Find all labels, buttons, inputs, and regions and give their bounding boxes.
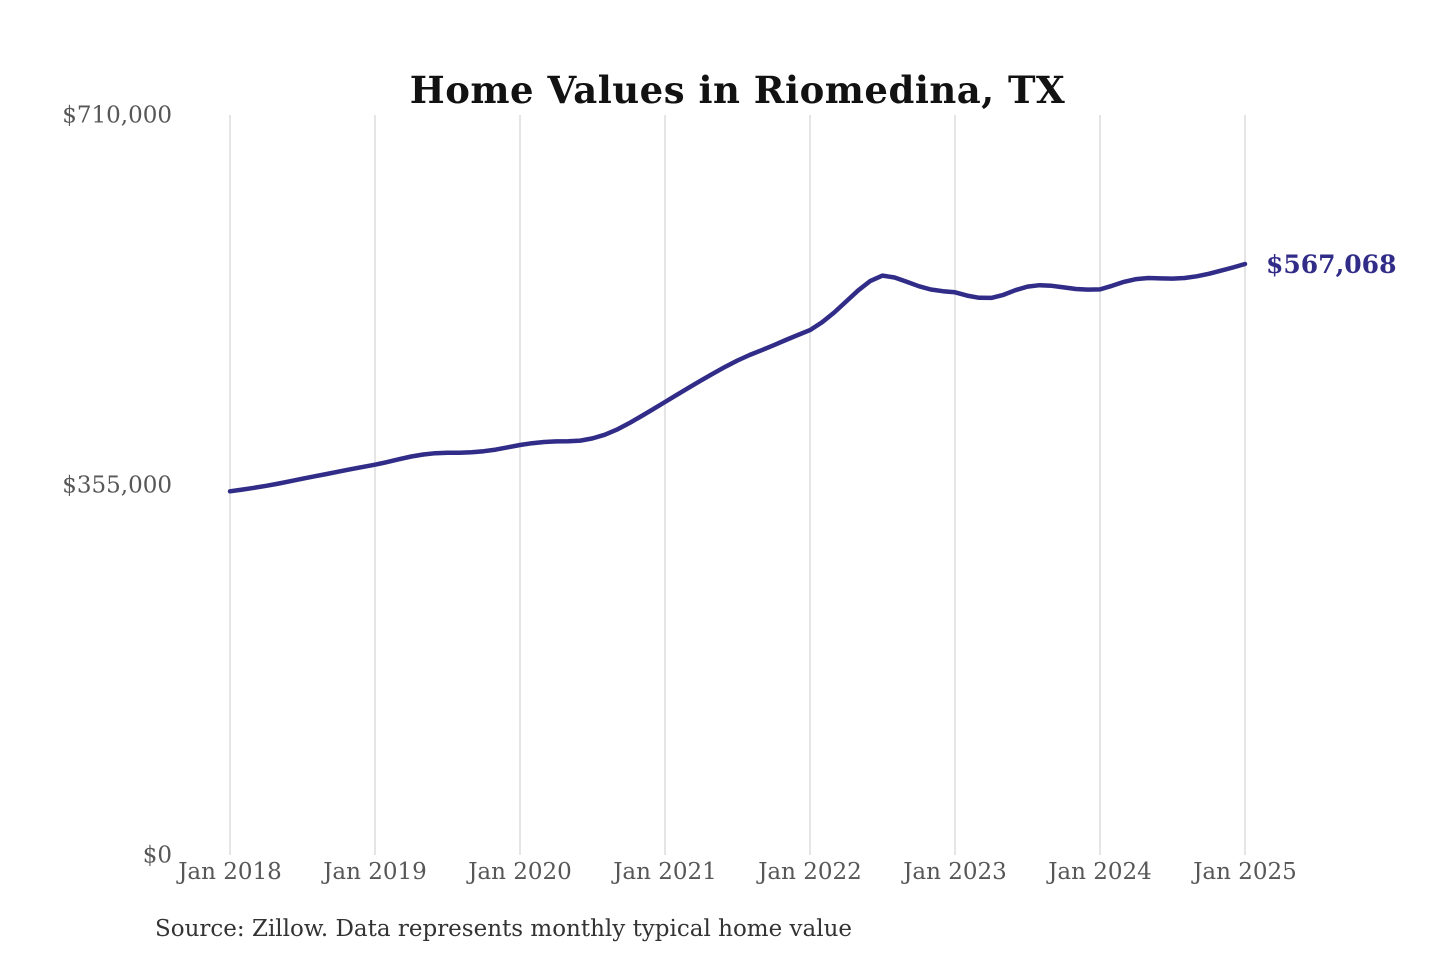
y-axis-tick-label-355000: $355,000 [62, 472, 172, 499]
chart-title: Home Values in Riomedina, TX [409, 67, 1066, 112]
source-note: Source: Zillow. Data represents monthly … [155, 916, 853, 942]
x-axis-tick-label-2025: Jan 2025 [1193, 859, 1297, 885]
x-axis-tick-label-2019: Jan 2019 [323, 859, 427, 885]
x-axis-tick-label-2021: Jan 2021 [613, 859, 717, 885]
latest-value-label: $567,068 [1266, 249, 1397, 279]
y-axis-tick-label-0: $0 [142, 842, 172, 869]
x-axis-tick-label-2022: Jan 2022 [758, 859, 862, 885]
year-gridlines [229, 115, 1246, 855]
x-axis-tick-label-2023: Jan 2023 [903, 859, 1007, 885]
x-axis-tick-label-2018: Jan 2018 [178, 859, 282, 885]
home-value-line [227, 261, 1248, 494]
x-axis-tick-label-2020: Jan 2020 [468, 859, 572, 885]
y-axis-tick-label-710000: $710,000 [62, 102, 172, 129]
x-axis-tick-label-2024: Jan 2024 [1048, 859, 1152, 885]
